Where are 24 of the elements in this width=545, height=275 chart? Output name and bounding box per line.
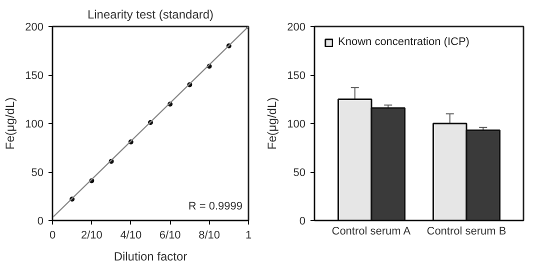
y-tick-label: 100 (25, 118, 44, 130)
y-tick-label: 0 (37, 216, 44, 228)
x-axis-title: Dilution factor (114, 250, 188, 264)
y-axis-title: Fe(μg/dL) (3, 97, 18, 150)
legend-label: Known concentration (ICP) (338, 36, 470, 48)
x-tick-label: 4/10 (120, 230, 142, 242)
y-tick-label: 50 (31, 167, 44, 179)
y-tick-label: 50 (293, 167, 306, 179)
y-tick-label: 0 (299, 216, 306, 228)
y-tick-label: 150 (287, 70, 306, 82)
x-tick-label: 1 (245, 230, 252, 242)
y-tick-label: 100 (287, 118, 306, 130)
x-tick-label: Control serum B (426, 226, 506, 238)
x-tick-label: 6/10 (159, 230, 181, 242)
y-tick-label: 200 (25, 22, 44, 34)
x-tick-label: 2/10 (80, 230, 102, 242)
chart-title: Linearity test (standard) (87, 8, 214, 22)
y-tick-label: 200 (287, 22, 306, 34)
y-tick-label: 150 (25, 70, 44, 82)
x-tick-label: Control serum A (332, 226, 412, 238)
annotation: R = 0.9999 (188, 200, 242, 212)
y-axis-title: Fe(μg/dL) (265, 97, 280, 150)
x-tick-label: 0 (49, 230, 56, 242)
x-tick-label: 8/10 (198, 230, 220, 242)
